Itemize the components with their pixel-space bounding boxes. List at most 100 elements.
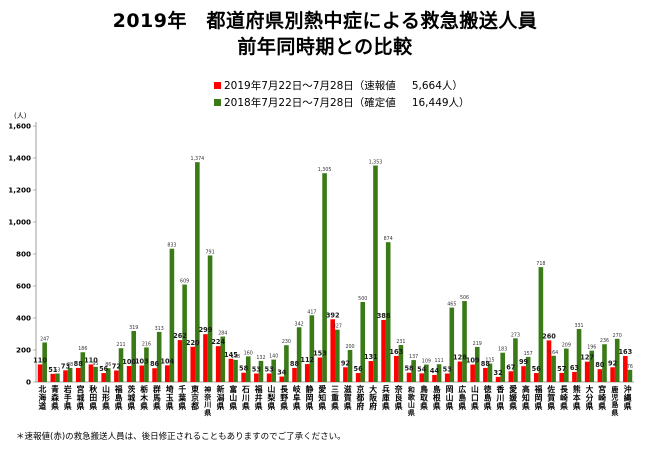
- data-label-2018: 183: [498, 347, 507, 353]
- data-label-2018: 465: [447, 302, 456, 308]
- data-label-2018: 137: [409, 354, 418, 360]
- x-tick-label-福井県: 福井県: [254, 384, 263, 411]
- bar-2018-宮城県: [80, 352, 86, 382]
- bar-2018-山形県: [105, 368, 111, 382]
- bar-2019-高知県: [521, 366, 526, 382]
- bar-2019-岐阜県: [292, 367, 297, 382]
- y-axis-unit: (人): [14, 112, 27, 120]
- bar-2018-徳島県: [487, 363, 493, 382]
- bar-2019-滋賀県: [343, 367, 348, 382]
- x-tick-label-新潟県: 新潟県: [216, 384, 225, 411]
- x-tick-label-大分県: 大分県: [586, 384, 594, 411]
- data-label-2018: 342: [295, 321, 304, 327]
- x-tick-label-北海道: 北海道: [38, 384, 46, 411]
- x-tick-label-沖縄県: 沖縄県: [624, 384, 632, 411]
- data-label-2019: 224: [211, 338, 225, 346]
- bar-2019-大分県: [584, 361, 590, 382]
- x-tick-label-千葉県: 千葉県: [177, 384, 186, 411]
- chart-title: 2019年 都道府県別熱中症による救急搬送人員: [112, 10, 538, 32]
- y-tick-label: 1,600: [8, 122, 31, 131]
- data-label-2018: 95: [93, 361, 99, 367]
- data-label-2019: 56: [532, 365, 542, 373]
- bar-2019-兵庫県: [381, 319, 386, 382]
- x-tick-label-大阪府: 大阪府: [369, 384, 377, 411]
- legend-total-2019: 5,664人）: [411, 80, 463, 92]
- legend-swatch-2018: [214, 99, 221, 106]
- x-tick-label-宮城県: 宮城県: [77, 384, 85, 411]
- data-label-2018: 88: [67, 362, 73, 368]
- data-label-2019: 128: [453, 354, 467, 362]
- chart-subtitle: 前年同時期との比較: [237, 36, 413, 58]
- data-label-2018: 506: [460, 295, 469, 301]
- bar-2018-大阪府: [373, 165, 378, 382]
- x-tick-label-宮崎県: 宮崎県: [598, 384, 606, 411]
- bar-2018-京都府: [360, 302, 366, 382]
- bar-2018-熊本県: [576, 329, 582, 382]
- x-tick-label-東京都: 東京都: [190, 384, 199, 411]
- data-label-2019: 262: [173, 332, 187, 340]
- bar-2018-広島県: [462, 301, 467, 382]
- data-label-2019: 56: [354, 365, 364, 373]
- data-label-2019: 392: [326, 311, 340, 319]
- bar-2019-沖縄県: [623, 355, 628, 382]
- x-tick-label-神奈川県: 神奈川県: [203, 385, 212, 417]
- data-label-2018: 1,353: [369, 160, 383, 166]
- bar-2018-神奈川県: [207, 255, 213, 382]
- y-tick-label: 0: [26, 378, 31, 387]
- bar-2018-鹿児島県: [614, 338, 620, 382]
- data-label-2018: 319: [129, 325, 138, 331]
- bar-2018-北海道: [42, 342, 47, 382]
- data-label-2019: 127: [580, 354, 594, 362]
- data-label-2019: 63: [570, 364, 580, 372]
- data-label-2018: 1,305: [318, 167, 332, 173]
- footnote: ＊速報値(赤)の救急搬送人員は、後日修正されることもありますのでご了承ください。: [16, 432, 346, 442]
- data-label-2018: 186: [78, 346, 87, 352]
- bar-2019-熊本県: [572, 371, 577, 382]
- legend-swatch-2019: [214, 82, 221, 89]
- data-label-2018: 164: [549, 350, 558, 356]
- bar-2019-和歌山県: [406, 372, 412, 382]
- data-label-2018: 219: [473, 341, 482, 347]
- data-label-2018: 236: [600, 338, 609, 344]
- bar-2018-千葉県: [182, 284, 187, 382]
- data-label-2019: 220: [186, 339, 200, 347]
- data-label-2019: 163: [618, 348, 632, 356]
- data-label-2019: 54: [417, 365, 427, 373]
- data-label-2018: 140: [269, 354, 278, 360]
- bar-2018-秋田県: [93, 366, 98, 382]
- x-tick-label-栃木県: 栃木県: [139, 384, 148, 411]
- bar-2018-茨城県: [131, 330, 137, 382]
- data-label-2018: 417: [307, 309, 316, 315]
- data-label-2018: 132: [256, 355, 265, 361]
- bar-2018-奈良県: [398, 345, 404, 382]
- data-label-2018: 138: [231, 354, 240, 360]
- bar-2019-長野県: [279, 376, 285, 382]
- bar-2018-福井県: [258, 360, 264, 382]
- data-label-2019: 103: [135, 358, 149, 366]
- data-label-2019: 388: [377, 312, 391, 320]
- data-label-2018: 500: [358, 296, 367, 302]
- bar-2018-岐阜県: [296, 327, 302, 382]
- bar-2018-滋賀県: [347, 350, 353, 382]
- bar-2018-栃木県: [144, 347, 149, 382]
- bar-2019-栃木県: [139, 365, 145, 382]
- data-label-2019: 58: [404, 365, 414, 373]
- bar-2019-秋田県: [88, 364, 94, 382]
- bar-2019-愛媛県: [508, 371, 514, 382]
- data-label-2018: 109: [422, 359, 431, 365]
- bar-2019-埼玉県: [164, 365, 170, 382]
- bar-2019-長崎県: [559, 372, 565, 382]
- data-label-2019: 153: [313, 350, 327, 358]
- bar-2018-三重県: [335, 329, 340, 382]
- x-tick-label-福島県: 福島県: [114, 384, 123, 411]
- x-tick-label-愛媛県: 愛媛県: [508, 384, 517, 411]
- x-tick-label-広島県: 広島県: [458, 384, 466, 411]
- y-tick-label: 800: [16, 250, 31, 259]
- y-tick-label: 600: [16, 282, 31, 291]
- data-label-2018: 791: [205, 249, 214, 255]
- bar-2019-山口県: [470, 364, 475, 382]
- data-label-2019: 57: [557, 365, 567, 373]
- data-label-2019: 88: [481, 360, 491, 368]
- data-label-2018: 209: [562, 343, 571, 349]
